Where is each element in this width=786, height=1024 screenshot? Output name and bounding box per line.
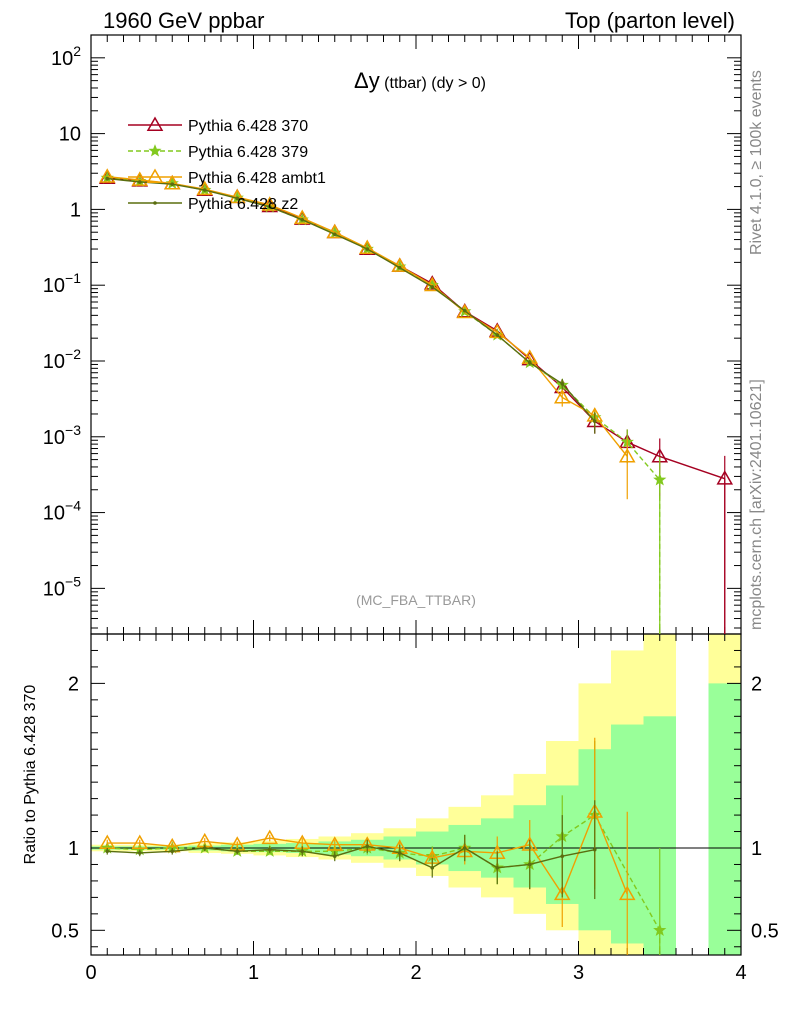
data-point — [196, 180, 214, 196]
data-point — [365, 247, 370, 251]
data-point — [228, 188, 246, 204]
y-tick-label: 10−5 — [43, 573, 81, 600]
legend-label: Pythia 6.428 379 — [188, 144, 308, 161]
y-tick-label: 10−3 — [43, 422, 81, 449]
ratio-point — [267, 847, 272, 852]
ratio-y-tick-label: 0.5 — [51, 920, 79, 942]
chart-title: Δy (ttbar) (dy > 0) — [354, 68, 486, 93]
x-tick-label: 2 — [410, 962, 421, 984]
data-point — [326, 223, 344, 239]
ratio-point — [527, 862, 532, 867]
series-line — [107, 177, 661, 481]
data-point — [163, 174, 181, 190]
data-point — [202, 188, 207, 192]
analysis-watermark: (MC_FBA_TTBAR) — [356, 592, 476, 608]
data-point — [235, 196, 240, 201]
data-point — [495, 333, 500, 337]
ratio-point — [202, 846, 207, 850]
ratio-y-tick-label-right: 1 — [751, 838, 762, 860]
ratio-y-tick-label-right: 0.5 — [751, 920, 779, 942]
legend-marker — [146, 116, 164, 131]
legend-label: Pythia 6.428 370 — [188, 118, 308, 135]
ratio-line — [107, 845, 595, 869]
x-tick-label: 3 — [573, 962, 584, 984]
data-point — [430, 285, 435, 289]
ratio-point — [170, 849, 175, 854]
data-point — [131, 171, 149, 186]
data-point — [300, 217, 305, 222]
rivet-version-label: Rivet 4.1.0, ≥ 100k events — [748, 70, 765, 255]
data-point — [618, 447, 636, 463]
y-tick-label: 10 — [59, 124, 81, 146]
data-point — [488, 323, 506, 339]
ratio-band-green — [708, 683, 741, 955]
ratio-point — [430, 865, 435, 870]
legend-label: Pythia 6.428 ambt1 — [188, 170, 326, 187]
ratio-point — [560, 854, 565, 859]
ratio-point — [300, 849, 305, 854]
y-tick-label: 10−1 — [43, 270, 81, 297]
mcplots-reference-label: mcplots.cern.ch [arXiv:2401.10621] — [748, 379, 765, 630]
legend-label: Pythia 6.428 z2 — [188, 196, 298, 213]
data-point — [137, 180, 142, 184]
x-tick-label: 1 — [248, 962, 259, 984]
data-point — [462, 308, 467, 313]
y-tick-label: 10−2 — [43, 346, 81, 373]
x-tick-label: 0 — [85, 962, 96, 984]
series-line — [107, 176, 628, 457]
ratio-y-axis-label: Ratio to Pythia 6.428 370 — [22, 685, 39, 865]
y-tick-label: 1 — [70, 199, 81, 221]
data-point — [98, 168, 116, 183]
data-point — [261, 196, 279, 211]
ratio-point — [261, 829, 279, 845]
ratio-point — [365, 844, 370, 849]
y-tick-label: 10−4 — [43, 498, 81, 525]
series-line — [107, 177, 596, 422]
data-point — [397, 265, 402, 270]
ratio-point — [495, 865, 500, 870]
legend-marker — [153, 201, 157, 205]
legend-marker — [148, 144, 162, 157]
data-point — [592, 419, 597, 424]
data-point — [105, 176, 110, 181]
data-point — [332, 232, 337, 237]
ratio-y-tick-label: 1 — [68, 838, 79, 860]
ratio-y-tick-label: 2 — [68, 673, 79, 695]
data-point — [560, 382, 565, 386]
ratio-point — [131, 834, 149, 850]
x-tick-label: 4 — [735, 962, 746, 984]
ratio-point — [105, 849, 110, 854]
observable-group-label: Top (parton level) — [565, 8, 735, 33]
y-tick-label: 102 — [51, 43, 81, 70]
data-point — [293, 209, 311, 225]
ratio-point — [618, 885, 636, 901]
series-line — [107, 177, 725, 480]
legend-marker — [146, 168, 164, 183]
data-point — [456, 303, 474, 319]
data-point — [527, 360, 532, 365]
ratio-y-tick-label-right: 2 — [751, 673, 762, 695]
data-point — [267, 205, 272, 209]
data-point — [553, 388, 571, 404]
ratio-point — [235, 849, 240, 854]
ratio-point — [553, 885, 571, 901]
ratio-point — [137, 851, 142, 855]
ratio-point — [592, 847, 597, 852]
ratio-point — [397, 851, 402, 855]
collision-energy-label: 1960 GeV ppbar — [103, 8, 265, 33]
data-point — [170, 182, 175, 187]
ratio-point — [462, 846, 467, 850]
ratio-point — [332, 854, 337, 859]
ratio-point — [326, 836, 344, 851]
